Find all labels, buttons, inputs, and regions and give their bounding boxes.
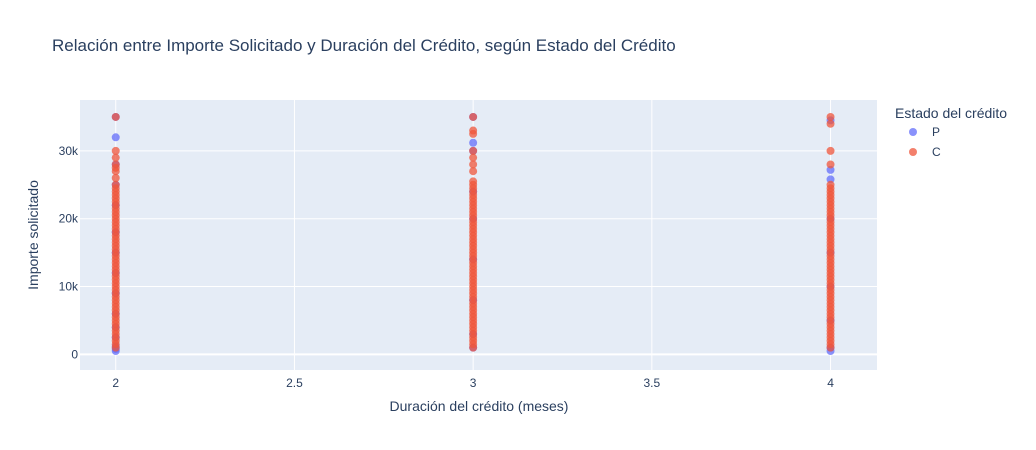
data-point-c	[469, 146, 478, 155]
y-axis-title: Importe solicitado	[25, 180, 41, 290]
data-point-c	[826, 180, 835, 189]
x-tick-label: 2.5	[286, 376, 303, 390]
data-point-c	[111, 180, 120, 189]
data-point-c	[111, 146, 120, 155]
x-tick-label: 4	[827, 376, 834, 390]
legend-marker-c	[909, 148, 917, 156]
data-point-c	[469, 112, 478, 121]
y-tick-label: 10k	[59, 280, 79, 294]
chart-title: Relación entre Importe Solicitado y Dura…	[52, 36, 676, 55]
series-c	[111, 112, 835, 352]
data-point-p	[111, 133, 120, 142]
data-point-c	[111, 174, 120, 183]
legend-item-p[interactable]: P	[909, 125, 940, 139]
data-point-c	[111, 112, 120, 121]
data-point-c	[469, 160, 478, 169]
data-point-c	[469, 153, 478, 162]
legend: Estado del crédito P C	[895, 105, 1007, 159]
data-points	[111, 112, 835, 356]
legend-label-c: C	[932, 145, 941, 159]
data-point-c	[469, 167, 478, 176]
data-point-c	[826, 146, 835, 155]
data-point-p	[469, 138, 478, 147]
legend-item-c[interactable]: C	[909, 145, 941, 159]
y-axis-ticks: 0 10k 20k 30k	[59, 144, 79, 362]
x-axis-ticks: 2 2.5 3 3.5 4	[112, 376, 834, 390]
plot-area	[80, 100, 877, 370]
legend-marker-p	[909, 128, 917, 136]
legend-title: Estado del crédito	[895, 105, 1007, 121]
x-tick-label: 2	[112, 376, 119, 390]
y-tick-label: 20k	[59, 212, 79, 226]
x-axis-title: Duración del crédito (meses)	[390, 398, 569, 414]
data-point-c	[469, 177, 478, 186]
data-point-c	[826, 112, 835, 121]
data-point-c	[826, 119, 835, 128]
x-tick-label: 3.5	[643, 376, 660, 390]
x-tick-label: 3	[470, 376, 477, 390]
data-point-c	[826, 160, 835, 169]
y-tick-label: 30k	[59, 144, 79, 158]
data-point-c	[111, 160, 120, 169]
legend-label-p: P	[932, 125, 940, 139]
y-tick-label: 0	[71, 347, 78, 361]
data-point-c	[111, 153, 120, 162]
data-point-c	[469, 126, 478, 135]
